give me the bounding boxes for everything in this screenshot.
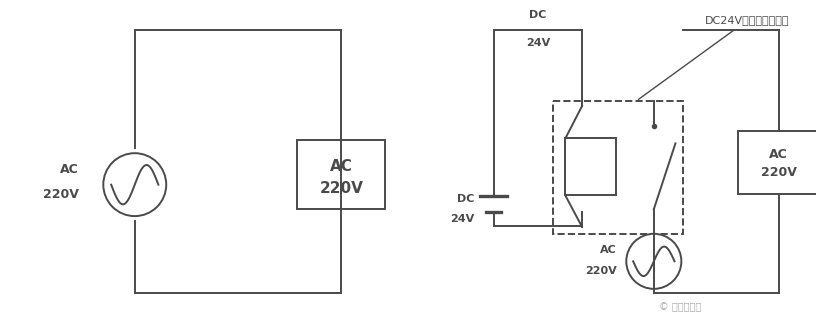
Text: 24V: 24V (526, 38, 550, 48)
Text: AC: AC (330, 159, 352, 174)
Text: © 电气设计圈: © 电气设计圈 (659, 302, 701, 313)
Bar (738, 131, 819, 195)
Text: DC: DC (457, 195, 474, 204)
Text: AC: AC (600, 245, 616, 255)
Text: 24V: 24V (449, 214, 474, 224)
Bar (297, 140, 385, 209)
Text: AC: AC (60, 163, 79, 176)
Text: AC: AC (770, 148, 788, 161)
Text: 220V: 220V (584, 266, 616, 276)
Text: 220V: 220V (760, 166, 797, 179)
Text: DC: DC (529, 10, 546, 20)
Text: 220V: 220V (43, 188, 79, 201)
Text: DC24V小型中间继电器: DC24V小型中间继电器 (639, 15, 789, 99)
Text: 220V: 220V (319, 181, 363, 196)
Bar (565, 138, 616, 195)
Circle shape (626, 234, 681, 289)
Bar (552, 101, 683, 234)
